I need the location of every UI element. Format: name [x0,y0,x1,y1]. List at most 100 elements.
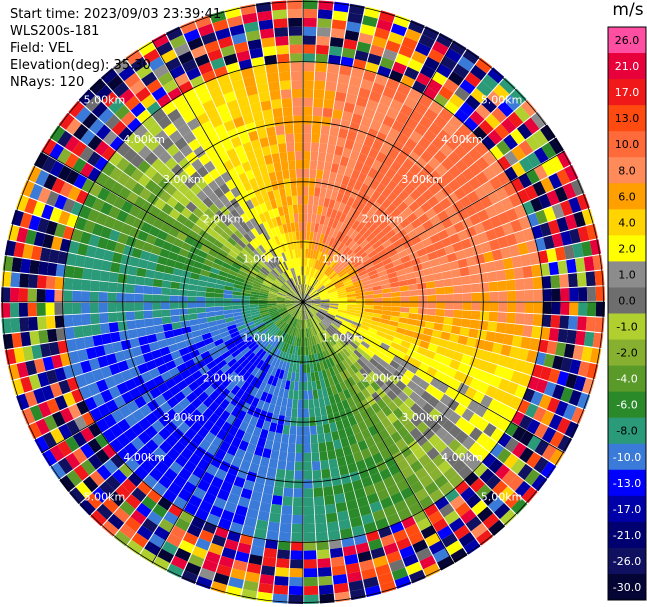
gate-cell [435,247,447,258]
gate-cell [429,359,441,371]
gate-cell [438,85,454,101]
gate-cell [240,248,251,258]
gate-cell [184,403,197,416]
gate-cell [187,473,201,487]
gate-cell [311,294,320,299]
gate-cell [112,341,123,353]
gate-cell [360,78,374,91]
gate-cell [315,325,321,334]
gate-cell [157,255,168,266]
gate-cell [277,62,291,73]
gate-cell [289,35,303,45]
gate-cell [375,230,386,241]
gate-cell [441,171,455,185]
gate-cell [16,362,29,378]
gate-cell [193,145,206,159]
gate-cell [341,47,356,59]
gate-cell [311,124,321,135]
gate-cell [187,290,197,297]
gate-cell [249,207,259,218]
gate-cell [540,461,557,479]
gate-cell [259,428,269,440]
gate-cell [399,285,409,292]
gate-cell [439,143,454,158]
gate-cell [245,338,255,347]
gate-cell [73,174,88,190]
gate-cell [176,340,187,350]
gate-cell [232,291,242,296]
gate-cell [503,94,521,112]
gate-cell [444,205,457,218]
gate-cell [313,259,319,269]
gate-cell [262,420,271,431]
gate-cell [532,181,547,197]
gate-cell [231,262,242,270]
gate-cell [284,343,290,353]
gate-cell [537,250,549,264]
gate-cell [386,179,398,192]
gate-cell [242,432,253,443]
gate-cell [507,302,517,313]
gate-cell [407,277,417,285]
gate-cell [4,240,17,257]
gate-cell [276,254,283,264]
gate-cell [258,223,267,233]
gate-cell [485,362,498,375]
gate-cell [54,367,67,382]
gate-cell [77,348,89,362]
gate-cell [267,403,276,414]
gate-cell [383,542,399,556]
gate-cell [447,151,461,165]
gate-cell [192,466,206,479]
gate-cell [304,337,308,347]
gate-cell [109,262,121,273]
gate-cell [482,408,496,423]
gate-cell [506,381,519,396]
gate-cell [460,354,472,366]
gate-cell [414,101,429,116]
gate-cell [105,399,119,414]
gate-cell [303,302,312,305]
gate-cell [100,226,113,239]
gate-cell [398,402,410,414]
gate-cell [285,302,295,305]
gate-cell [366,330,377,339]
gate-cell [307,276,312,286]
gate-cell [407,88,423,102]
gate-cell [385,424,397,436]
gate-cell [400,307,410,313]
gate-cell [196,291,206,297]
gate-cell [180,144,193,158]
gate-cell [134,238,146,250]
gate-cell [470,477,486,493]
gate-cell [245,374,255,384]
gate-cell [37,371,50,388]
gate-cell [309,363,315,373]
gate-cell [540,124,556,142]
gate-cell [360,448,372,460]
gate-cell [208,325,219,333]
gate-cell [411,374,423,386]
gate-cell [254,225,263,235]
gate-cell [471,302,481,311]
gate-cell [421,260,432,270]
gate-cell [409,130,423,144]
gate-cell [268,81,280,92]
gate-cell [375,350,385,360]
gate-cell [258,582,274,594]
gate-cell [382,355,393,365]
gate-cell [233,258,244,267]
gate-cell [339,244,348,254]
gate-cell [497,236,509,249]
gate-cell [309,425,317,436]
gate-cell [273,18,288,29]
gate-cell [389,234,400,244]
gate-cell [274,235,281,246]
gate-cell [404,28,422,42]
gate-cell [131,139,146,154]
gate-cell [464,72,482,88]
gate-cell [226,414,237,426]
gate-cell [337,164,347,176]
gate-cell [326,512,338,523]
gate-cell [404,66,420,80]
